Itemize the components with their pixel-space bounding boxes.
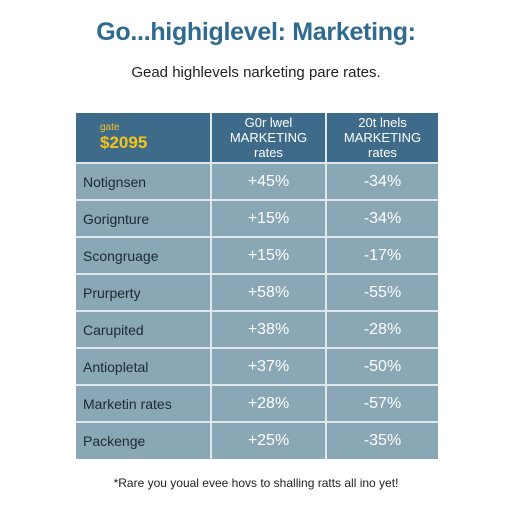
row-label: Packenge — [76, 423, 212, 459]
header-col3-line2: MARKETING — [343, 130, 422, 145]
row-label: Gorignture — [76, 201, 212, 237]
row-label: Prurperty — [76, 275, 212, 311]
page-subtitle: Gead highlevels narketing pare rates. — [131, 64, 381, 81]
header-price-value: $2095 — [100, 133, 148, 152]
row-value-col2: +25% — [212, 423, 327, 459]
table-row: Antiopletal +37% -50% — [76, 347, 438, 385]
header-small-label: gate — [100, 122, 120, 133]
row-value-col3: -57% — [363, 395, 402, 412]
row-value-col3: -34% — [363, 173, 402, 190]
table-row: Notignsen +45% -34% — [76, 162, 438, 200]
rates-table: gate $2095 G0r lwel MARKETING rates 20t … — [76, 113, 438, 459]
row-label: Antiopletal — [76, 349, 212, 385]
row-value-col3: -50% — [363, 358, 402, 375]
header-cell-col2: G0r lwel MARKETING rates — [212, 113, 327, 162]
table-row: Carupited +38% -28% — [76, 310, 438, 348]
row-value-col3: -35% — [363, 432, 402, 449]
header-cell-col3: 20t lnels MARKETING rates — [327, 113, 438, 162]
table-row: Gorignture +15% -34% — [76, 199, 438, 237]
row-value-col2: +38% — [212, 312, 327, 348]
row-value-col3: -28% — [363, 321, 402, 338]
header-col3-line3: rates — [368, 145, 397, 160]
row-value-col3: -55% — [363, 284, 402, 301]
row-value-col2: +28% — [212, 386, 327, 422]
footnote: *Rare you youal evee hovs to shalling ra… — [113, 476, 399, 490]
header-col3-line1: 20t lnels — [358, 115, 407, 130]
table-row: Scongruage +15% -17% — [76, 236, 438, 274]
header-cell-first: gate $2095 — [76, 113, 212, 162]
row-value-col2: +58% — [212, 275, 327, 311]
table-row: Marketin rates +28% -57% — [76, 384, 438, 422]
table-row: Packenge +25% -35% — [76, 421, 438, 459]
row-value-col3: -17% — [363, 247, 402, 264]
row-label: Scongruage — [76, 238, 212, 274]
row-value-col2: +15% — [212, 201, 327, 237]
header-col2-line3: rates — [254, 145, 283, 160]
row-value-col3: -34% — [363, 210, 402, 227]
row-label: Carupited — [76, 312, 212, 348]
table-row: Prurperty +58% -55% — [76, 273, 438, 311]
page-title: Go...highiglevel: Marketing: — [96, 18, 416, 46]
row-value-col2: +15% — [212, 238, 327, 274]
row-value-col2: +45% — [212, 164, 327, 200]
row-label: Marketin rates — [76, 386, 212, 422]
row-value-col2: +37% — [212, 349, 327, 385]
table-header-row: gate $2095 G0r lwel MARKETING rates 20t … — [76, 113, 438, 162]
header-col2-line1: G0r lwel — [244, 115, 293, 130]
header-col2-line2: MARKETING — [229, 130, 308, 145]
row-label: Notignsen — [76, 164, 212, 200]
